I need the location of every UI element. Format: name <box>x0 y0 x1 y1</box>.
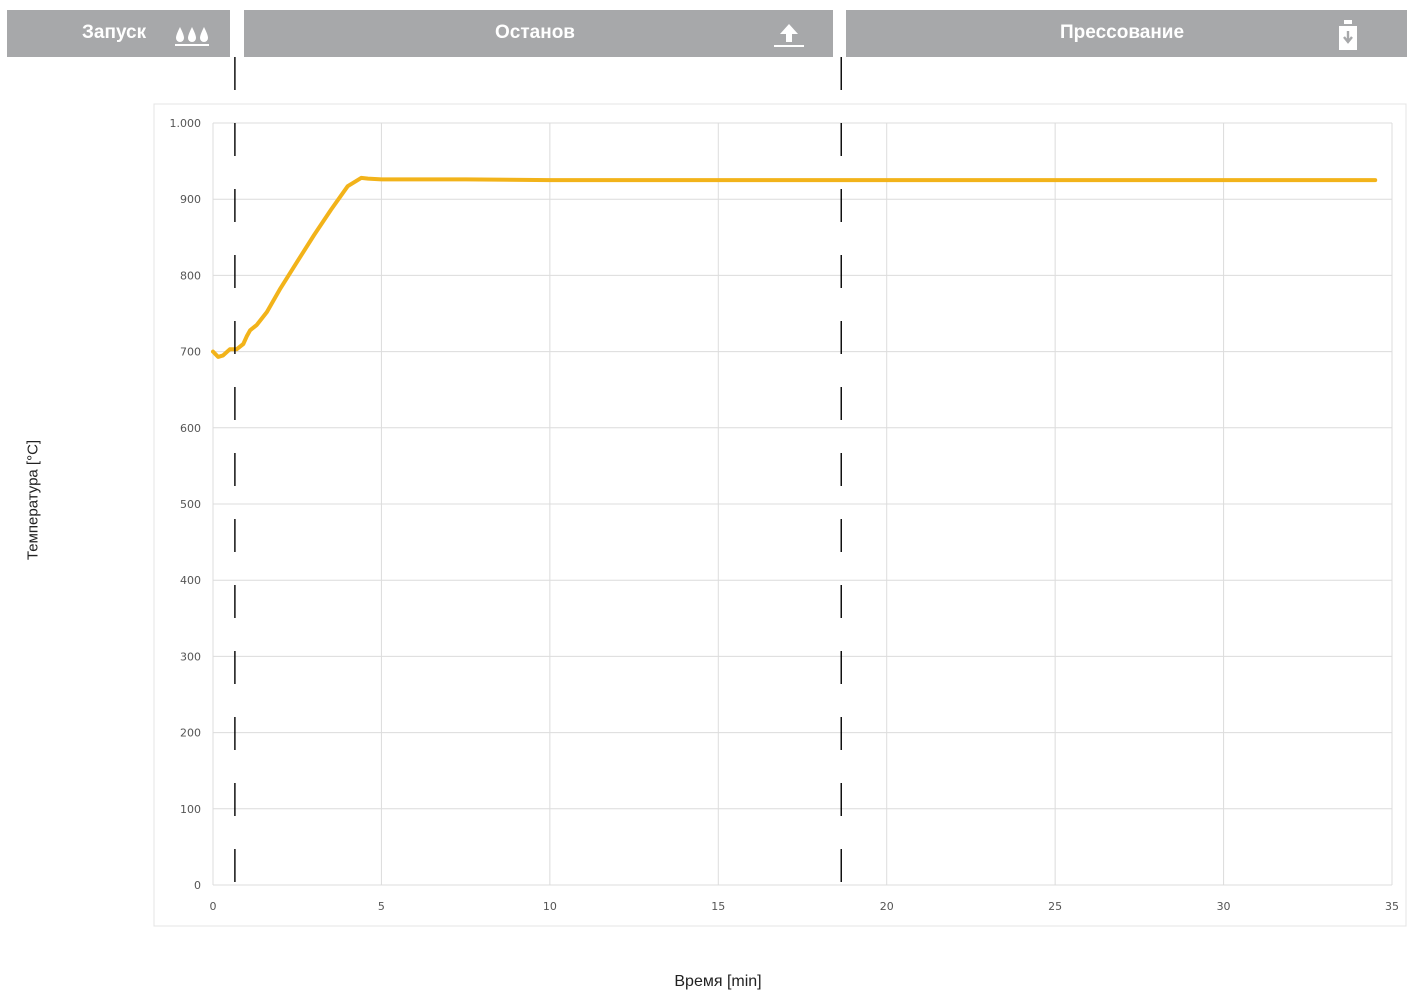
y-axis-label: Температура [°C] <box>24 439 42 561</box>
phase-bar-start: Запуск <box>7 10 230 57</box>
phase-label-start: Запуск <box>82 22 147 43</box>
upload-arrow-icon <box>774 24 804 47</box>
x-tick-label: 30 <box>1217 900 1231 913</box>
y-tick-label: 700 <box>180 346 201 359</box>
x-tick-label: 15 <box>711 900 725 913</box>
x-tick-label: 0 <box>210 900 217 913</box>
y-tick-label: 300 <box>180 650 201 663</box>
phase-bar-press: Прессование <box>846 10 1407 57</box>
y-tick-label: 800 <box>180 269 201 282</box>
y-tick-label: 600 <box>180 422 201 435</box>
droplets-icon <box>175 27 209 46</box>
y-tick-label: 900 <box>180 193 201 206</box>
y-tick-label: 100 <box>180 803 201 816</box>
x-tick-label: 20 <box>880 900 894 913</box>
y-tick-label: 200 <box>180 727 201 740</box>
press-weight-icon <box>1339 20 1357 50</box>
y-tick-label: 1.000 <box>170 117 202 130</box>
phase-bar-stop: Останов <box>244 10 833 57</box>
y-tick-label: 0 <box>194 879 201 892</box>
x-tick-label: 25 <box>1048 900 1062 913</box>
x-tick-label: 5 <box>378 900 385 913</box>
plot-frame <box>153 103 1407 927</box>
phase-label-stop: Останов <box>495 22 575 43</box>
y-tick-label: 500 <box>180 498 201 511</box>
x-tick-label: 35 <box>1385 900 1399 913</box>
phase-label-press: Прессование <box>1060 22 1185 43</box>
y-tick-label: 400 <box>180 574 201 587</box>
temperature-series-line <box>211 175 1378 359</box>
x-tick-label: 10 <box>543 900 557 913</box>
x-axis-label: Время [min] <box>674 973 762 990</box>
